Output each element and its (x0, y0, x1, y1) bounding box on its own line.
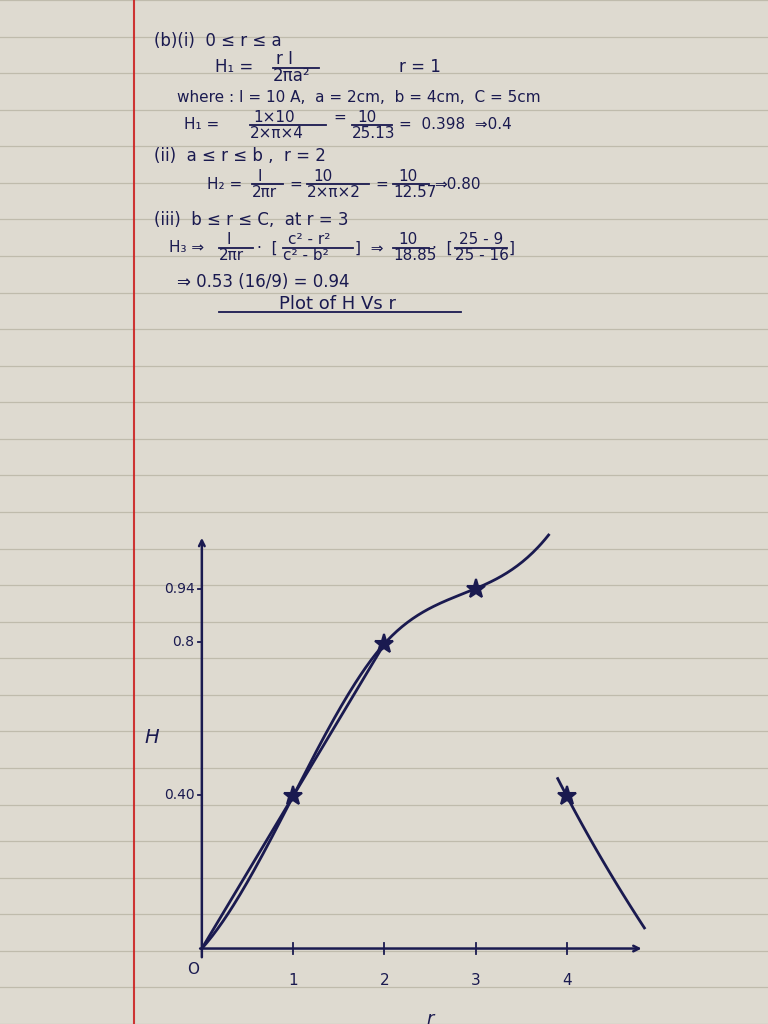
Text: 25 - 16: 25 - 16 (455, 249, 508, 263)
Text: 2×π×4: 2×π×4 (250, 126, 303, 140)
Text: Plot of H Vs r: Plot of H Vs r (280, 295, 396, 313)
Text: 25 - 9: 25 - 9 (459, 232, 504, 247)
Text: =: = (376, 177, 399, 191)
Text: (b)(i)  0 ≤ r ≤ a: (b)(i) 0 ≤ r ≤ a (154, 32, 281, 50)
Text: c² - b²: c² - b² (283, 249, 329, 263)
Text: I: I (257, 169, 262, 183)
Text: 2πr: 2πr (219, 249, 244, 263)
Text: O: O (187, 962, 199, 977)
Text: 2×π×2: 2×π×2 (307, 185, 361, 200)
Text: ·  [: · [ (257, 241, 278, 255)
Text: r = 1: r = 1 (399, 57, 442, 76)
Text: I: I (227, 232, 231, 247)
Text: 2: 2 (379, 974, 389, 988)
Text: =: = (334, 111, 356, 125)
Text: r: r (426, 1010, 434, 1024)
Text: 10: 10 (398, 169, 417, 183)
Text: 2πa²: 2πa² (273, 67, 310, 85)
Text: H₂ =: H₂ = (207, 177, 247, 191)
Text: ·  [: · [ (432, 241, 452, 255)
Text: 12.57: 12.57 (393, 185, 436, 200)
Text: 1×10: 1×10 (253, 111, 295, 125)
Text: r I: r I (276, 50, 293, 69)
Text: H: H (144, 728, 159, 748)
Text: ⇒0.80: ⇒0.80 (434, 177, 481, 191)
Text: 4: 4 (562, 974, 571, 988)
Text: ⇒ 0.53 (16/9) = 0.94: ⇒ 0.53 (16/9) = 0.94 (177, 272, 349, 291)
Text: 10: 10 (357, 111, 376, 125)
Text: 0.8: 0.8 (173, 635, 194, 649)
Text: H₁ =: H₁ = (184, 118, 224, 132)
Text: 25.13: 25.13 (352, 126, 396, 140)
Text: 18.85: 18.85 (393, 249, 436, 263)
Text: 10: 10 (313, 169, 333, 183)
Text: 2πr: 2πr (252, 185, 277, 200)
Text: =  0.398  ⇒0.4: = 0.398 ⇒0.4 (399, 118, 512, 132)
Text: 0.40: 0.40 (164, 788, 194, 803)
Text: H₃ ⇒: H₃ ⇒ (169, 241, 209, 255)
Text: H₁ =: H₁ = (215, 57, 259, 76)
Text: where : I = 10 A,  a = 2cm,  b = 4cm,  C = 5cm: where : I = 10 A, a = 2cm, b = 4cm, C = … (177, 90, 540, 104)
Text: ]  ⇒: ] ⇒ (355, 241, 393, 255)
Text: =: = (290, 177, 313, 191)
Text: 1: 1 (288, 974, 298, 988)
Text: ]: ] (508, 241, 515, 255)
Text: 3: 3 (471, 974, 481, 988)
Text: (iii)  b ≤ r ≤ C,  at r = 3: (iii) b ≤ r ≤ C, at r = 3 (154, 211, 348, 229)
Text: c² - r²: c² - r² (288, 232, 330, 247)
Text: 10: 10 (398, 232, 417, 247)
Text: 0.94: 0.94 (164, 582, 194, 596)
Text: (ii)  a ≤ r ≤ b ,  r = 2: (ii) a ≤ r ≤ b , r = 2 (154, 146, 326, 165)
